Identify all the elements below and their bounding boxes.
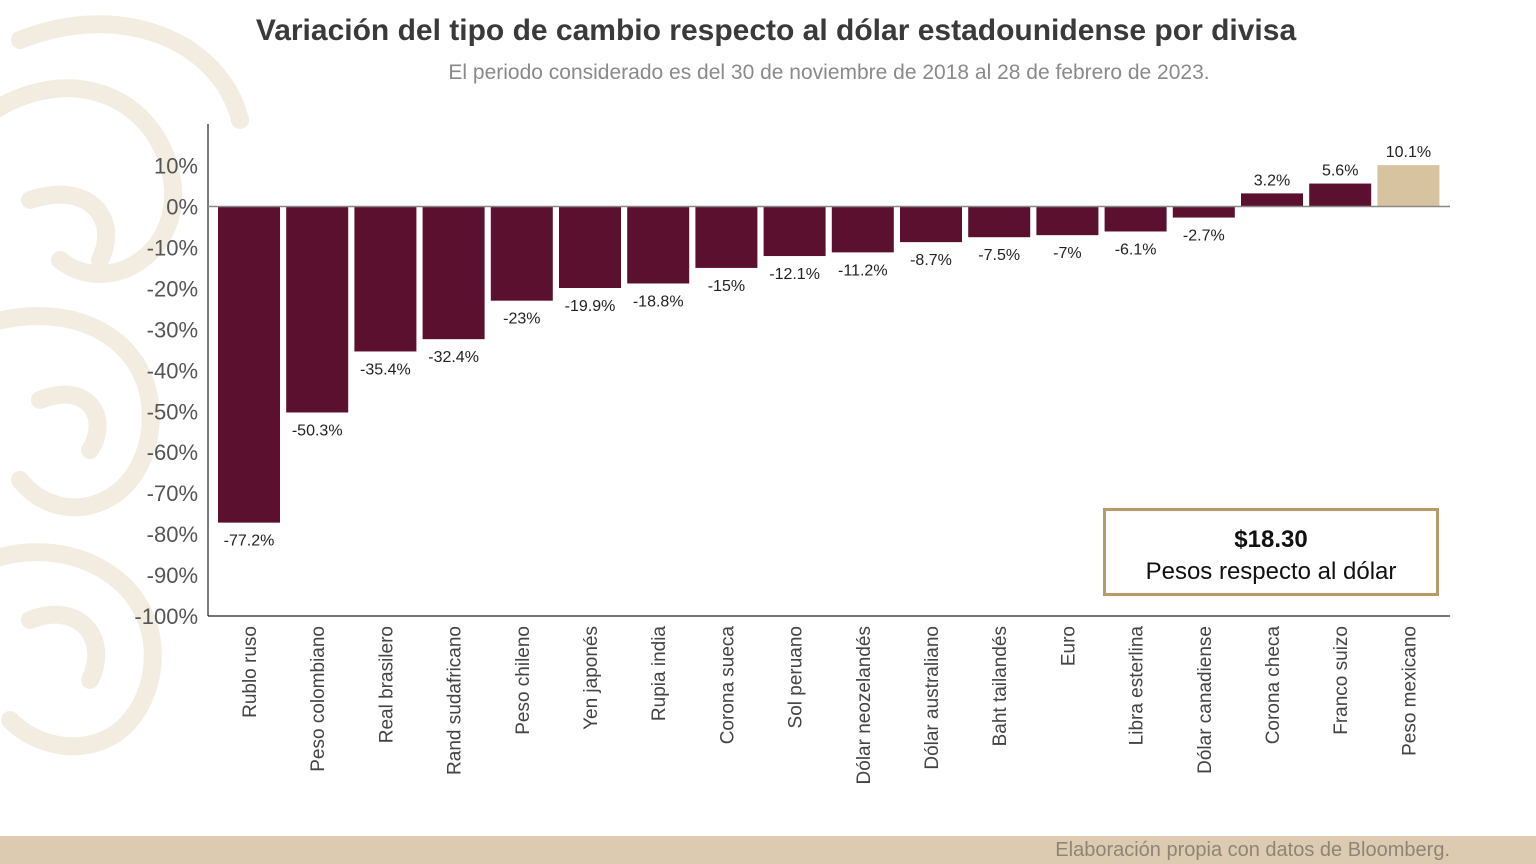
x-tick-label: Rand sudafricano (445, 626, 466, 775)
x-tick-label: Euro (1058, 626, 1079, 666)
x-tick-label: Rupia india (649, 626, 670, 721)
exchange-rate-label: Pesos respecto al dólar (1145, 558, 1397, 585)
bar (1036, 206, 1099, 236)
bar (900, 206, 962, 243)
bar-value-label: -77.2% (224, 533, 275, 550)
y-tick-label: 0% (166, 195, 198, 220)
bar (559, 206, 621, 288)
y-tick-label: -20% (147, 276, 198, 301)
bar (968, 206, 1031, 238)
y-tick-label: -70% (147, 481, 198, 506)
bar (763, 206, 826, 257)
bar (627, 206, 690, 284)
bar-value-label: 3.2% (1254, 172, 1290, 189)
bar-value-label: -35.4% (360, 361, 411, 378)
y-tick-label: 10% (154, 154, 198, 179)
bar-value-label: -50.3% (292, 422, 343, 439)
y-tick-label: -30% (147, 317, 198, 342)
x-tick-label: Franco suizo (1331, 626, 1352, 735)
bar (831, 206, 894, 253)
x-tick-label: Dólar canadiense (1195, 626, 1216, 774)
bar-value-label: -23% (503, 311, 540, 328)
x-tick-label: Dólar australiano (922, 626, 943, 770)
y-tick-label: -40% (147, 358, 198, 383)
bar (1241, 193, 1303, 207)
bar-value-label: 5.6% (1322, 163, 1358, 180)
exchange-rate-box: $18.30 Pesos respecto al dólar (1103, 508, 1439, 596)
x-tick-label: Peso colombiano (308, 626, 329, 772)
bar (1172, 206, 1235, 218)
bar (354, 206, 417, 352)
bar (1309, 183, 1372, 207)
bar-value-label: -7.5% (978, 247, 1020, 264)
y-tick-label: -10% (147, 235, 198, 260)
y-tick-label: -50% (147, 399, 198, 424)
bar (695, 206, 758, 268)
bar (490, 206, 553, 301)
chart-title: Variación del tipo de cambio respecto al… (255, 14, 1297, 47)
bar-value-label: -32.4% (428, 349, 479, 366)
chart-subtitle: El periodo considerado es del 30 de novi… (448, 61, 1210, 84)
bar-value-label: -11.2% (838, 262, 888, 279)
x-tick-label: Corona sueca (717, 626, 738, 745)
x-tick-label: Peso chileno (513, 626, 534, 735)
bar (286, 206, 349, 413)
x-tick-label: Yen japonés (581, 626, 602, 730)
x-tick-label: Corona checa (1263, 626, 1284, 745)
y-tick-label: -80% (147, 522, 198, 547)
bar (1104, 206, 1167, 232)
bar-value-label: -15% (708, 278, 745, 295)
y-tick-label: -60% (147, 440, 198, 465)
footer-source: Elaboración propia con datos de Bloomber… (1055, 839, 1450, 861)
y-tick-label: -100% (134, 604, 198, 629)
x-tick-label: Rublo ruso (240, 626, 261, 718)
bar-value-label: 10.1% (1386, 144, 1431, 161)
bar (422, 206, 485, 340)
bar (1377, 165, 1440, 207)
x-tick-label: Dólar neozelandés (854, 626, 875, 784)
bar-value-label: -6.1% (1115, 241, 1157, 258)
x-tick-label: Sol peruano (786, 626, 807, 728)
x-tick-label: Baht tailandés (990, 626, 1011, 746)
x-tick-label: Peso mexicano (1399, 626, 1420, 756)
bar-value-label: -2.7% (1183, 228, 1225, 245)
y-tick-label: -90% (147, 563, 198, 588)
footer-bar (0, 836, 1536, 864)
bar-value-label: -8.7% (910, 252, 952, 269)
bar-value-label: -12.1% (769, 266, 820, 283)
bar-value-label: -19.9% (565, 298, 616, 315)
bar (218, 206, 280, 523)
x-tick-label: Real brasilero (376, 626, 397, 743)
exchange-rate-value: $18.30 (1234, 526, 1308, 553)
bar-value-label: -18.8% (633, 293, 684, 310)
bar-value-label: -7% (1053, 245, 1081, 262)
x-tick-label: Libra esterlina (1127, 626, 1148, 746)
